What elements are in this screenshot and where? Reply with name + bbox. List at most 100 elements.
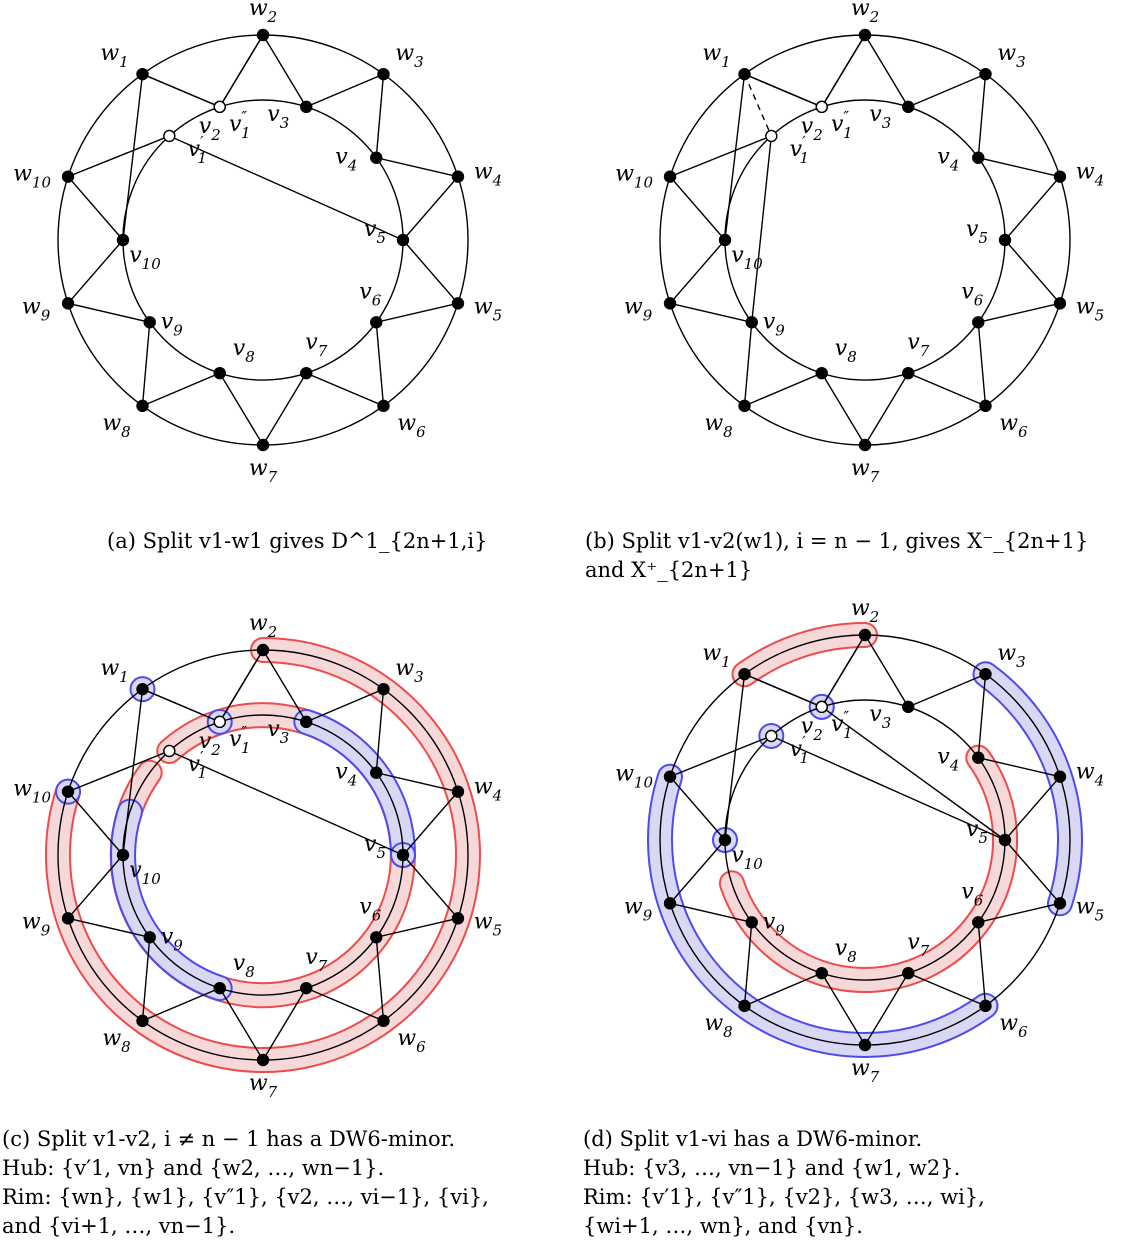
label-index: 1 xyxy=(799,749,809,767)
label-index: 1 xyxy=(197,764,207,782)
caption-c-line-2: Hub: {v′1, vn} and {w2, …, wn−1}. xyxy=(2,1156,385,1180)
vertex-v9 xyxy=(745,316,758,329)
vertex-w9 xyxy=(663,897,677,910)
label-index: 6 xyxy=(372,906,382,924)
vertex-w7 xyxy=(858,1038,872,1052)
label-v5: v5 xyxy=(966,817,988,847)
label-index: 3 xyxy=(414,53,424,71)
spoke-w7-a xyxy=(864,972,909,1046)
label-index: 7 xyxy=(268,468,278,486)
label-index: 2 xyxy=(210,741,221,759)
vertex-w3 xyxy=(377,67,390,81)
vertex-v1pp xyxy=(213,100,226,114)
vertex-v7 xyxy=(902,966,915,980)
label-w1: w1 xyxy=(702,641,730,671)
inner-cycle xyxy=(122,714,404,996)
caption-d-line-4: {wi+1, …, wn}, and {vn}. xyxy=(583,1214,863,1238)
label-prime: ′ xyxy=(200,748,204,766)
vertex-v8 xyxy=(213,366,226,380)
spoke-w6-b xyxy=(305,987,384,1022)
label-prime: ″ xyxy=(241,108,247,126)
label-index: 1 xyxy=(843,124,853,142)
label-w9: w9 xyxy=(22,294,51,324)
label-w2: w2 xyxy=(249,0,277,26)
vertex-v1p xyxy=(163,129,176,143)
caption-d-line-3: Rim: {v′1}, {v″1}, {v2}, {w3, …, wi}, xyxy=(583,1185,985,1209)
label-w2: w2 xyxy=(249,611,277,641)
spoke-w6-b xyxy=(907,972,986,1007)
label-index: 9 xyxy=(173,936,183,954)
figure-canvas: w1w2w3w4w5w6w7w8w9w10v2v3v4v5v6v7v8v9v10… xyxy=(13,0,1104,1100)
label-index: 5 xyxy=(978,229,988,247)
band-hub-w1w2-fill xyxy=(733,624,876,686)
vertex-w4 xyxy=(1053,170,1067,183)
vertex-v1pp xyxy=(815,100,828,114)
vertex-v9 xyxy=(143,931,156,944)
inner-cycle xyxy=(724,699,1006,981)
label-index: 4 xyxy=(949,757,960,775)
label-w5: w5 xyxy=(474,294,502,324)
label-w6: w6 xyxy=(999,411,1028,441)
label-w4: w4 xyxy=(474,775,502,805)
spoke-w5-a xyxy=(1004,839,1061,904)
vertex-v4 xyxy=(370,766,383,779)
label-index: 6 xyxy=(974,291,984,309)
spoke-w6-a xyxy=(977,322,987,406)
spoke-w1-v10 xyxy=(724,674,746,841)
spoke-w1-v10 xyxy=(122,689,144,856)
spoke-w1-v10 xyxy=(724,74,746,241)
vertex-v8 xyxy=(815,966,828,980)
vertex-w6 xyxy=(979,999,992,1013)
vertex-v4 xyxy=(370,151,383,164)
spoke-w6-b xyxy=(907,372,986,407)
label-index: 1 xyxy=(799,149,809,167)
label-index: 4 xyxy=(949,157,960,175)
spoke-w9-a xyxy=(67,917,150,938)
vertex-w3 xyxy=(979,67,992,81)
label-index: 1 xyxy=(721,653,731,671)
label-v4: v4 xyxy=(937,745,959,775)
spoke-w10-a xyxy=(67,791,124,856)
label-v3: v3 xyxy=(869,102,891,132)
spoke-w8-b xyxy=(743,922,753,1006)
label-index: 2 xyxy=(210,126,221,144)
label-index: 1 xyxy=(721,53,731,71)
label-index: 3 xyxy=(414,668,424,686)
label-w3: w3 xyxy=(395,656,423,686)
extra-edge-1 xyxy=(821,706,1006,841)
band-rim-w6-w10-fill xyxy=(649,765,997,1056)
label-index: 7 xyxy=(268,1083,278,1100)
vertex-w6 xyxy=(979,399,992,413)
label-index: 2 xyxy=(869,608,880,626)
spoke-w8-a xyxy=(142,987,221,1022)
vertex-w9 xyxy=(663,297,677,310)
vertex-v7 xyxy=(300,366,313,380)
inner-cycle xyxy=(724,99,1006,381)
caption-d-line-1: (d) Split v1-vi has a DW6-minor. xyxy=(583,1127,923,1151)
vertex-w10 xyxy=(61,785,75,798)
label-index: 8 xyxy=(847,348,857,366)
vertex-v4 xyxy=(972,151,985,164)
vertex-w1 xyxy=(136,67,149,81)
label-index: 8 xyxy=(121,1038,131,1056)
spoke-w5-b xyxy=(376,302,459,323)
spoke-w5-a xyxy=(1004,239,1061,304)
extra-edge-0 xyxy=(169,750,404,856)
vertex-w10 xyxy=(663,770,677,783)
caption-c-line-3: Rim: {wn}, {w1}, {v″1}, {v2, …, vi−1}, {… xyxy=(2,1185,489,1209)
label-index: 1 xyxy=(843,724,853,742)
label-index: 6 xyxy=(1018,423,1028,441)
caption-c: (c) Split v1-v2, i ≠ n − 1 has a DW6-min… xyxy=(2,1125,489,1241)
vertex-v1p xyxy=(765,729,778,743)
label-v1p: v′ 1 xyxy=(790,133,809,167)
vertex-v10 xyxy=(116,848,130,862)
spoke-w5-b xyxy=(978,902,1061,923)
spoke-w5-a xyxy=(402,239,459,304)
label-v5: v5 xyxy=(364,832,386,862)
caption-c-line-1: (c) Split v1-v2, i ≠ n − 1 has a DW6-min… xyxy=(2,1127,456,1151)
vertex-w9 xyxy=(61,912,75,925)
spoke-w2-b xyxy=(262,34,307,108)
vertex-v7 xyxy=(902,366,915,380)
label-prime: ′ xyxy=(802,133,806,151)
spoke-w4-b xyxy=(402,791,459,856)
